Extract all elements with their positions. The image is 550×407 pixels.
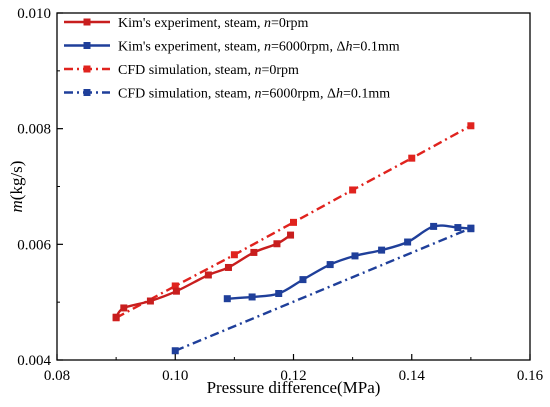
y-tick-label: 0.008 [17, 122, 51, 138]
data-point [171, 347, 179, 355]
data-point [467, 122, 475, 130]
data-point [299, 276, 307, 284]
data-point [378, 246, 386, 254]
legend-label-part: =0.1mm [352, 40, 399, 55]
data-point [408, 154, 416, 162]
legend-label-part: =0rpm [262, 63, 300, 78]
y-tick-label: 0.010 [17, 6, 51, 22]
data-point [404, 238, 412, 246]
data-point [146, 297, 154, 305]
data-point [224, 263, 232, 271]
data-point [290, 218, 297, 226]
y-axis-title-part: m [7, 200, 26, 212]
x-tick-label: 0.10 [162, 368, 188, 384]
data-point [430, 222, 438, 230]
data-point [287, 231, 295, 239]
series-3 [171, 224, 475, 355]
x-tick-label: 0.08 [44, 368, 70, 384]
data-point [120, 304, 128, 312]
legend-label-part: n [264, 16, 271, 31]
legend-label-part: Kim's experiment, steam, [118, 16, 264, 31]
legend-label-part: =6000rpm, Δ [271, 40, 345, 55]
x-tick-label: 0.12 [280, 368, 306, 384]
y-axis-title: m(kg/s) [7, 161, 26, 213]
legend-label-part: CFD simulation, steam, [118, 87, 255, 102]
legend-item: CFD simulation, steam, n=6000rpm, Δh=0.1… [64, 87, 390, 102]
data-point [275, 289, 283, 297]
data-point [171, 282, 179, 290]
legend-label-part: CFD simulation, steam, [118, 63, 255, 78]
data-point [204, 271, 212, 279]
y-axis: 0.004 0.006 0.008 0.010 [17, 6, 63, 369]
data-point [273, 240, 281, 248]
legend-label: Kim's experiment, steam, n=6000rpm, Δh=0… [118, 40, 400, 55]
legend-label: CFD simulation, steam, n=6000rpm, Δh=0.1… [118, 87, 390, 102]
data-point [230, 251, 238, 259]
legend-marker [83, 65, 91, 73]
legend-label: Kim's experiment, steam, n=0rpm [118, 16, 309, 31]
legend-marker [83, 89, 91, 96]
data-point [248, 293, 256, 301]
series-1 [223, 222, 475, 303]
legend-label-part: =0.1mm [343, 87, 390, 102]
series-line [174, 227, 472, 352]
series-0 [112, 231, 295, 321]
legend-item: Kim's experiment, steam, n=0rpm [64, 16, 309, 31]
legend-item: CFD simulation, steam, n=0rpm [64, 63, 299, 78]
x-axis: 0.08 0.10 0.12 0.14 0.16 [44, 354, 544, 384]
legend-label-part: Kim's experiment, steam, [118, 40, 264, 55]
data-point [349, 186, 357, 194]
legend-marker [83, 42, 91, 49]
data-point [467, 225, 475, 233]
legend-label-part: n [255, 87, 262, 102]
data-point [112, 313, 120, 321]
legend-item: Kim's experiment, steam, n=6000rpm, Δh=0… [64, 40, 400, 55]
x-axis-title: Pressure difference(MPa) [207, 378, 381, 397]
data-point [172, 287, 180, 295]
legend-label-part: h [336, 87, 343, 102]
data-point [454, 224, 462, 232]
legend-marker [83, 18, 91, 26]
legend-label-part: n [264, 40, 271, 55]
data-point [351, 252, 359, 260]
legend-label-part: =6000rpm, Δ [262, 87, 336, 102]
x-tick-label: 0.14 [399, 368, 426, 384]
legend-label-part: h [345, 40, 352, 55]
data-point [326, 261, 334, 269]
data-point [250, 248, 258, 256]
series-layer [112, 122, 475, 355]
series-line [115, 234, 292, 318]
legend-label: CFD simulation, steam, n=0rpm [118, 63, 299, 78]
series-2 [112, 122, 475, 322]
y-tick-label: 0.006 [17, 237, 51, 253]
y-tick-label: 0.004 [17, 353, 51, 369]
series-line [227, 224, 471, 300]
data-point [223, 295, 231, 303]
x-tick-label: 0.16 [517, 368, 544, 384]
y-axis-title-part: (kg/s) [7, 161, 26, 201]
legend-label-part: =0rpm [271, 16, 309, 31]
legend-label-part: n [255, 63, 262, 78]
